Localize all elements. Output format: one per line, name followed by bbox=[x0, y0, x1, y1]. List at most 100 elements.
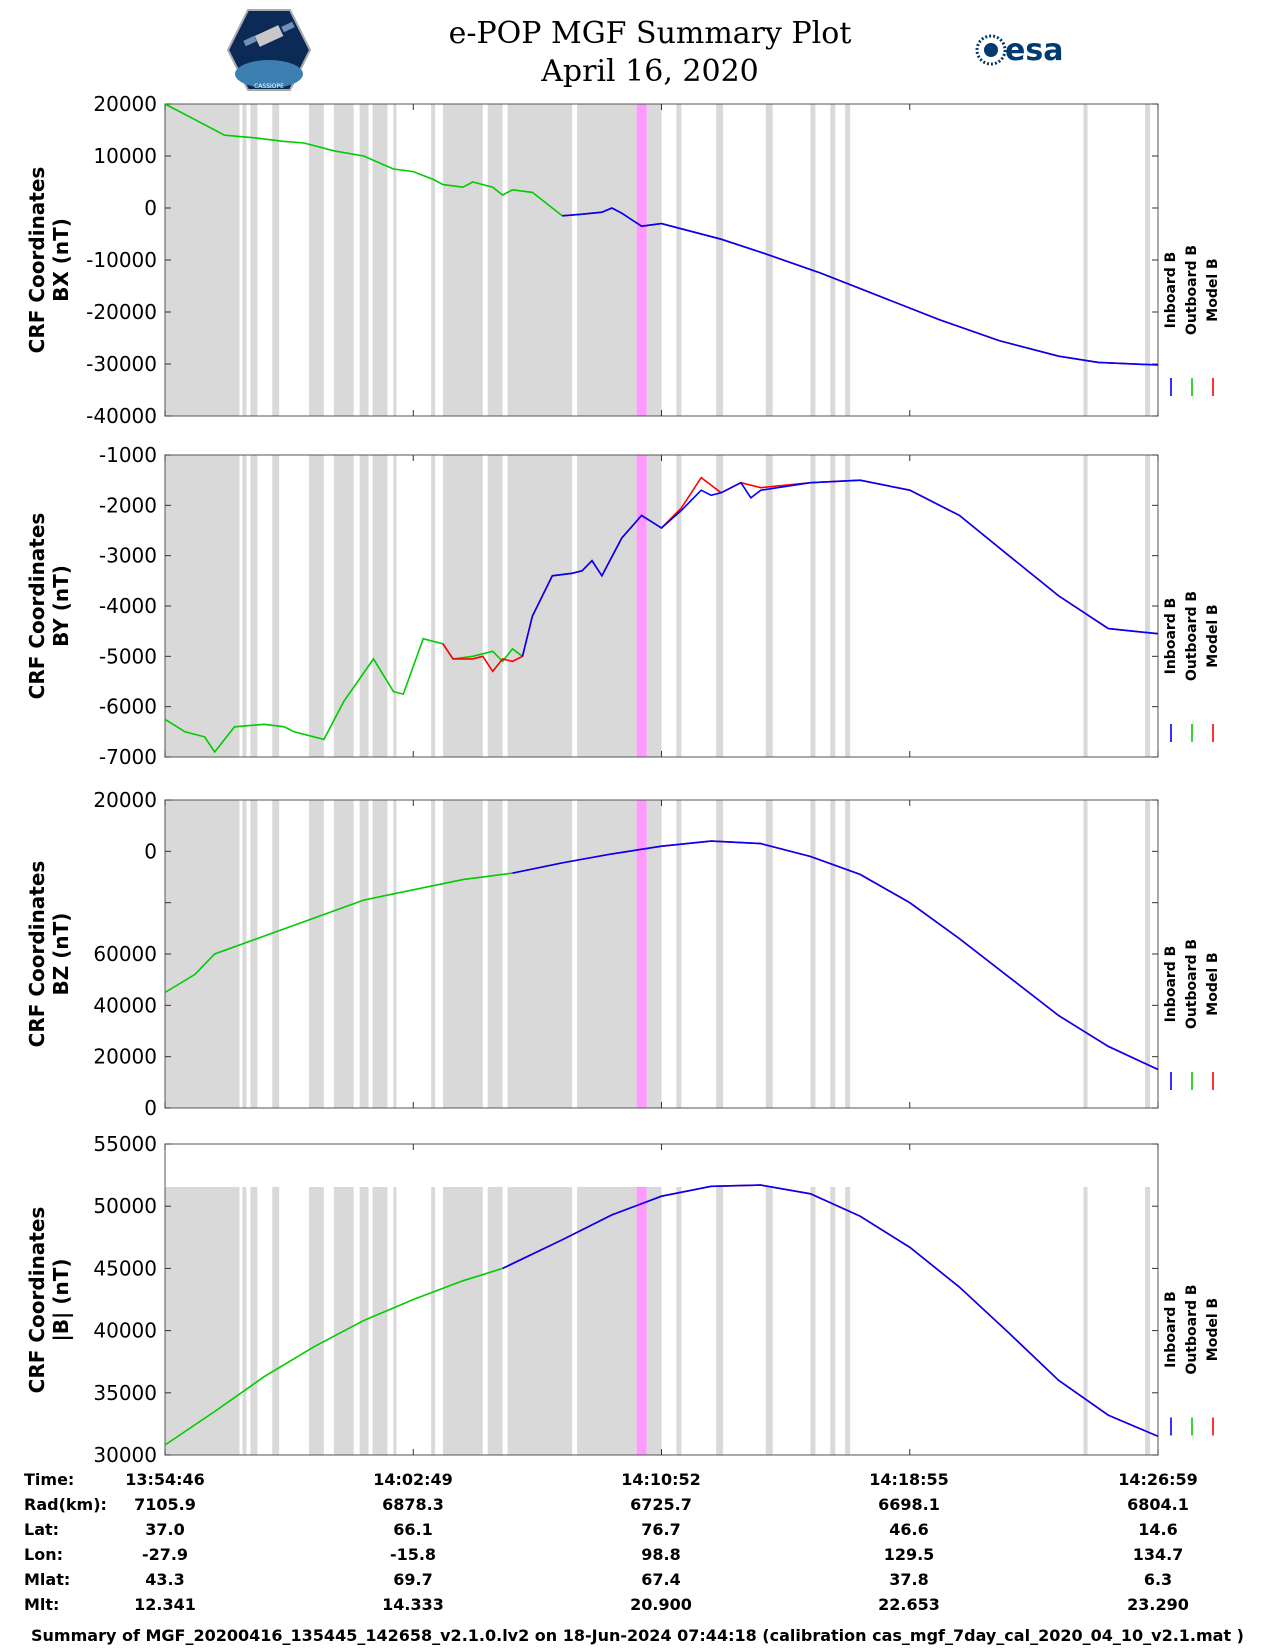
data-gap-gray bbox=[250, 455, 258, 757]
data-gap-gray bbox=[431, 800, 436, 1108]
data-gap-gray bbox=[272, 455, 280, 757]
data-gap-gray bbox=[372, 455, 388, 757]
table-cell: 6725.7 bbox=[630, 1495, 692, 1514]
y-tick-label: -7000 bbox=[99, 745, 157, 769]
table-cell: 76.7 bbox=[641, 1520, 681, 1539]
table-cell: -15.8 bbox=[389, 1545, 437, 1564]
data-gap-pink bbox=[636, 800, 647, 1108]
data-gap-gray bbox=[1145, 800, 1151, 1108]
table-cell: 14.6 bbox=[1138, 1520, 1178, 1539]
data-gap-gray bbox=[431, 1187, 436, 1455]
data-gap-gray bbox=[487, 104, 503, 416]
data-gap-gray bbox=[308, 1187, 324, 1455]
data-gap-gray bbox=[372, 1187, 388, 1455]
table-cell: 7105.9 bbox=[134, 1495, 196, 1514]
data-gap-gray bbox=[272, 1187, 280, 1455]
data-gap-gray bbox=[1083, 800, 1088, 1108]
y-axis-title: CRF Coordinates bbox=[25, 1207, 49, 1394]
data-gap-gray bbox=[165, 104, 240, 416]
table-row-label: Mlt: bbox=[24, 1595, 60, 1614]
data-gap-gray bbox=[359, 455, 369, 757]
data-gap-gray bbox=[845, 104, 851, 416]
data-gap-gray bbox=[372, 800, 388, 1108]
data-gap-gray bbox=[810, 1187, 816, 1455]
table-cell: 23.290 bbox=[1127, 1595, 1189, 1614]
legend-label: Inboard B bbox=[1163, 946, 1179, 1023]
data-gap-gray bbox=[845, 800, 851, 1108]
table-cell: 98.8 bbox=[641, 1545, 681, 1564]
data-gap-gray bbox=[830, 104, 836, 416]
data-gap-gray bbox=[1083, 104, 1088, 416]
data-gap-gray bbox=[676, 800, 682, 1108]
y-tick-label: 20000 bbox=[93, 92, 157, 116]
footer-summary: Summary of MGF_20200416_135445_142658_v2… bbox=[31, 1626, 1244, 1645]
data-gap-gray bbox=[716, 455, 724, 757]
y-tick-label: 30000 bbox=[93, 1443, 157, 1467]
y-axis-title: CRF Coordinates bbox=[25, 861, 49, 1048]
data-gap-gray bbox=[308, 800, 324, 1108]
data-gap-gray bbox=[830, 800, 836, 1108]
data-gap-gray bbox=[242, 455, 247, 757]
data-gap-gray bbox=[676, 1187, 682, 1455]
data-gap-gray bbox=[487, 800, 503, 1108]
y-tick-label: -40000 bbox=[86, 404, 157, 428]
table-cell: 46.6 bbox=[889, 1520, 929, 1539]
data-gap-gray bbox=[507, 800, 573, 1108]
table-cell: 69.7 bbox=[393, 1570, 433, 1589]
table-cell: -27.9 bbox=[141, 1545, 189, 1564]
table-cell: 67.4 bbox=[641, 1570, 681, 1589]
y-tick-label: 40000 bbox=[93, 1319, 157, 1343]
data-gap-gray bbox=[716, 800, 724, 1108]
data-gap-gray bbox=[165, 1187, 240, 1455]
y-tick-label: 45000 bbox=[93, 1256, 157, 1280]
table-cell: 6.3 bbox=[1143, 1570, 1173, 1589]
y-axis-title: CRF Coordinates bbox=[25, 167, 49, 354]
data-gap-gray bbox=[443, 1187, 483, 1455]
panel-4: 55000 50000 45000 40000 35000 30000 CRF Coordi… bbox=[25, 1132, 1221, 1467]
data-gap-gray bbox=[250, 104, 258, 416]
data-gap-gray bbox=[393, 800, 397, 1108]
table-row-label: Lat: bbox=[24, 1520, 60, 1539]
data-gap-gray bbox=[359, 104, 369, 416]
legend-label: Model B bbox=[1205, 1298, 1221, 1361]
y-tick-label: 60000 bbox=[93, 942, 157, 966]
legend-label: Inboard B bbox=[1163, 1291, 1179, 1368]
data-gap-gray bbox=[443, 104, 483, 416]
data-gap-gray bbox=[250, 1187, 258, 1455]
panel-1: 20000 10000 0 -10000 -20000 -30000 -40000 CRF C… bbox=[25, 92, 1221, 428]
y-tick-label: 10000 bbox=[93, 144, 157, 168]
data-gap-gray bbox=[1145, 455, 1151, 757]
series-inboard-b bbox=[521, 479, 1159, 657]
data-gap-gray bbox=[431, 455, 436, 757]
data-gap-pink bbox=[636, 1187, 647, 1455]
data-gap-gray bbox=[507, 455, 573, 757]
table-cell: 66.1 bbox=[393, 1520, 433, 1539]
y-tick-label: 20000 bbox=[93, 1045, 157, 1069]
data-gap-gray bbox=[272, 104, 280, 416]
data-gap-gray bbox=[333, 455, 354, 757]
data-gap-gray bbox=[443, 455, 483, 757]
data-gap-gray bbox=[393, 1187, 397, 1455]
data-gap-gray bbox=[716, 1187, 724, 1455]
data-gap-gray bbox=[830, 1187, 836, 1455]
cassiope-logo-text: CASSIOPE bbox=[254, 83, 284, 90]
data-gap-gray bbox=[333, 1187, 354, 1455]
y-tick-label: -20000 bbox=[86, 300, 157, 324]
y-tick-label: 0 bbox=[144, 1096, 157, 1120]
data-gap-gray bbox=[487, 1187, 503, 1455]
table-row-label: Time: bbox=[24, 1470, 75, 1489]
series-outboard-b bbox=[164, 103, 563, 217]
table-cell: 6804.1 bbox=[1127, 1495, 1189, 1514]
y-tick-label: 0 bbox=[144, 196, 157, 220]
y-tick-label: 35000 bbox=[93, 1381, 157, 1405]
table-cell: 43.3 bbox=[145, 1570, 185, 1589]
data-gap-gray bbox=[577, 104, 637, 416]
data-gap-gray bbox=[1145, 104, 1151, 416]
data-gap-gray bbox=[250, 800, 258, 1108]
table-row-label: Mlat: bbox=[24, 1570, 71, 1589]
y-tick-label: -10000 bbox=[86, 248, 157, 272]
series-inboard-b bbox=[512, 840, 1159, 1071]
table-row-label: Rad(km): bbox=[24, 1495, 107, 1514]
data-gap-gray bbox=[830, 455, 836, 757]
data-gap-gray bbox=[646, 800, 662, 1108]
